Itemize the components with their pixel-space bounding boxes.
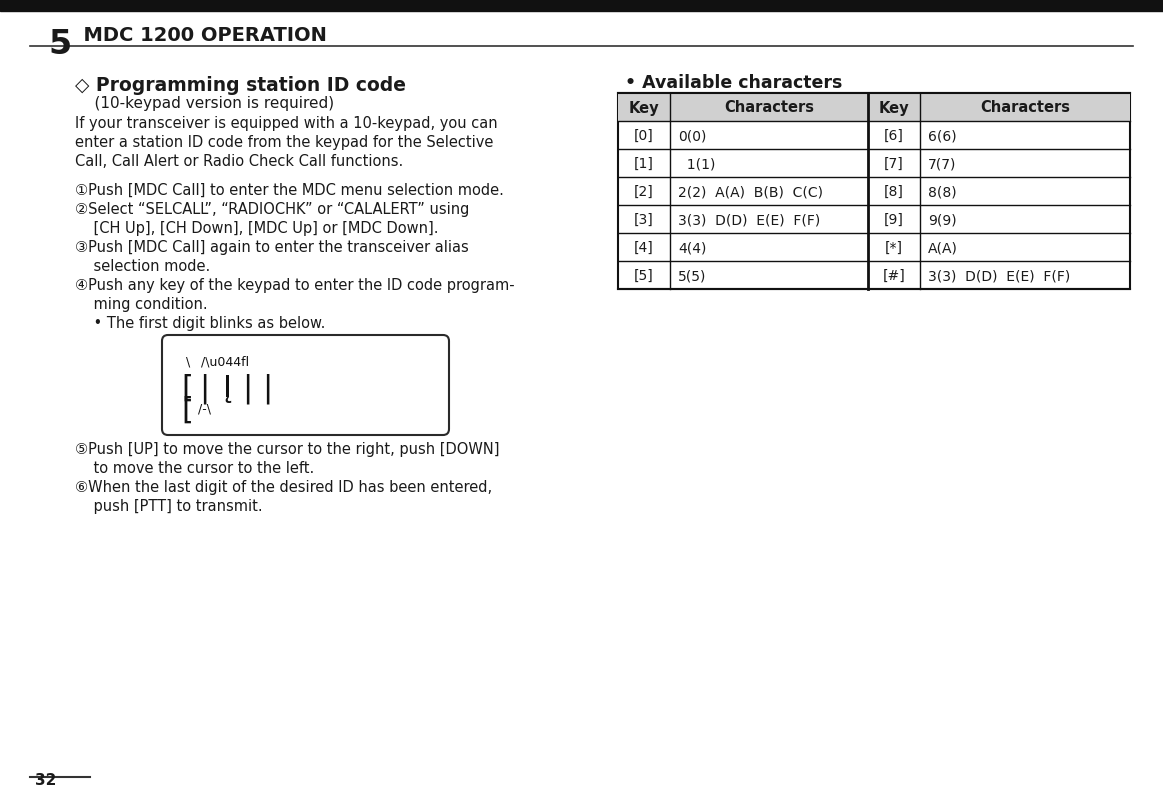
Text: [4]: [4] (634, 241, 654, 255)
Text: 9(9): 9(9) (928, 213, 957, 226)
Text: Call, Call Alert or Radio Check Call functions.: Call, Call Alert or Radio Check Call fun… (74, 154, 404, 169)
Text: push [PTT] to transmit.: push [PTT] to transmit. (74, 499, 263, 513)
Text: 32: 32 (35, 772, 56, 787)
Text: 5: 5 (48, 28, 71, 61)
Text: 7(7): 7(7) (928, 157, 956, 171)
FancyBboxPatch shape (162, 336, 449, 435)
Text: • Available characters: • Available characters (625, 74, 842, 92)
Text: 1(1): 1(1) (678, 157, 715, 171)
Text: ②Select “SELCALL”, “RADIOCHK” or “CALALERT” using: ②Select “SELCALL”, “RADIOCHK” or “CALALE… (74, 202, 470, 217)
Text: ◇ Programming station ID code: ◇ Programming station ID code (74, 76, 406, 95)
Text: Į: Į (222, 373, 231, 402)
Bar (618, 94, 1130, 290)
Text: 0(0): 0(0) (678, 128, 706, 143)
Text: Characters: Characters (725, 100, 814, 116)
Text: ③Push [MDC Call] again to enter the transceiver alias: ③Push [MDC Call] again to enter the tran… (74, 240, 469, 255)
Text: [3]: [3] (634, 213, 654, 226)
Text: A(A): A(A) (928, 241, 958, 255)
Text: ④Push any key of the keypad to enter the ID code program-: ④Push any key of the keypad to enter the… (74, 278, 514, 292)
Text: (10-keypad version is required): (10-keypad version is required) (74, 96, 334, 111)
Bar (0, 0, 1163, 12)
Text: If your transceiver is equipped with a 10-keypad, you can: If your transceiver is equipped with a 1… (74, 116, 498, 131)
Text: [1]: [1] (634, 157, 654, 171)
Text: \: \ (186, 356, 194, 369)
Bar (618, 94, 1130, 122)
Text: [7]: [7] (884, 157, 904, 171)
Text: MDC 1200 OPERATION: MDC 1200 OPERATION (70, 26, 327, 45)
Text: to move the cursor to the left.: to move the cursor to the left. (74, 460, 314, 475)
Text: ming condition.: ming condition. (74, 296, 208, 312)
Text: 5(5): 5(5) (678, 269, 706, 283)
Text: 8(8): 8(8) (928, 185, 957, 199)
Text: [8]: [8] (884, 185, 904, 199)
Text: selection mode.: selection mode. (74, 259, 211, 274)
Text: [: [ (181, 373, 193, 402)
Text: [9]: [9] (884, 213, 904, 226)
Text: [2]: [2] (634, 185, 654, 199)
Text: Characters: Characters (980, 100, 1070, 116)
Text: [: [ (181, 396, 193, 425)
Text: [CH Up], [CH Down], [MDC Up] or [MDC Down].: [CH Up], [CH Down], [MDC Up] or [MDC Dow… (74, 221, 438, 236)
Text: 2(2)  A(A)  B(B)  C(C): 2(2) A(A) B(B) C(C) (678, 185, 823, 199)
Text: ⑤Push [UP] to move the cursor to the right, push [DOWN]: ⑤Push [UP] to move the cursor to the rig… (74, 442, 499, 456)
Text: • The first digit blinks as below.: • The first digit blinks as below. (74, 316, 326, 331)
Text: 3(3)  D(D)  E(E)  F(F): 3(3) D(D) E(E) F(F) (678, 213, 820, 226)
Text: [0]: [0] (634, 128, 654, 143)
Text: ①Push [MDC Call] to enter the MDC menu selection mode.: ①Push [MDC Call] to enter the MDC menu s… (74, 183, 504, 198)
Text: 6(6): 6(6) (928, 128, 957, 143)
Text: | |: | | (243, 373, 273, 404)
Text: [#]: [#] (883, 269, 905, 283)
Text: ⑥When the last digit of the desired ID has been entered,: ⑥When the last digit of the desired ID h… (74, 479, 492, 495)
Text: |: | (200, 373, 220, 404)
Text: enter a station ID code from the keypad for the Selective: enter a station ID code from the keypad … (74, 135, 493, 150)
Text: 4(4): 4(4) (678, 241, 706, 255)
Text: /-\: /-\ (198, 402, 215, 415)
Text: [5]: [5] (634, 269, 654, 283)
Text: [6]: [6] (884, 128, 904, 143)
Text: Key: Key (879, 100, 909, 116)
Text: [*]: [*] (885, 241, 902, 255)
Text: Key: Key (629, 100, 659, 116)
Text: /\u044fl: /\u044fl (201, 356, 249, 369)
Text: 3(3)  D(D)  E(E)  F(F): 3(3) D(D) E(E) F(F) (928, 269, 1070, 283)
